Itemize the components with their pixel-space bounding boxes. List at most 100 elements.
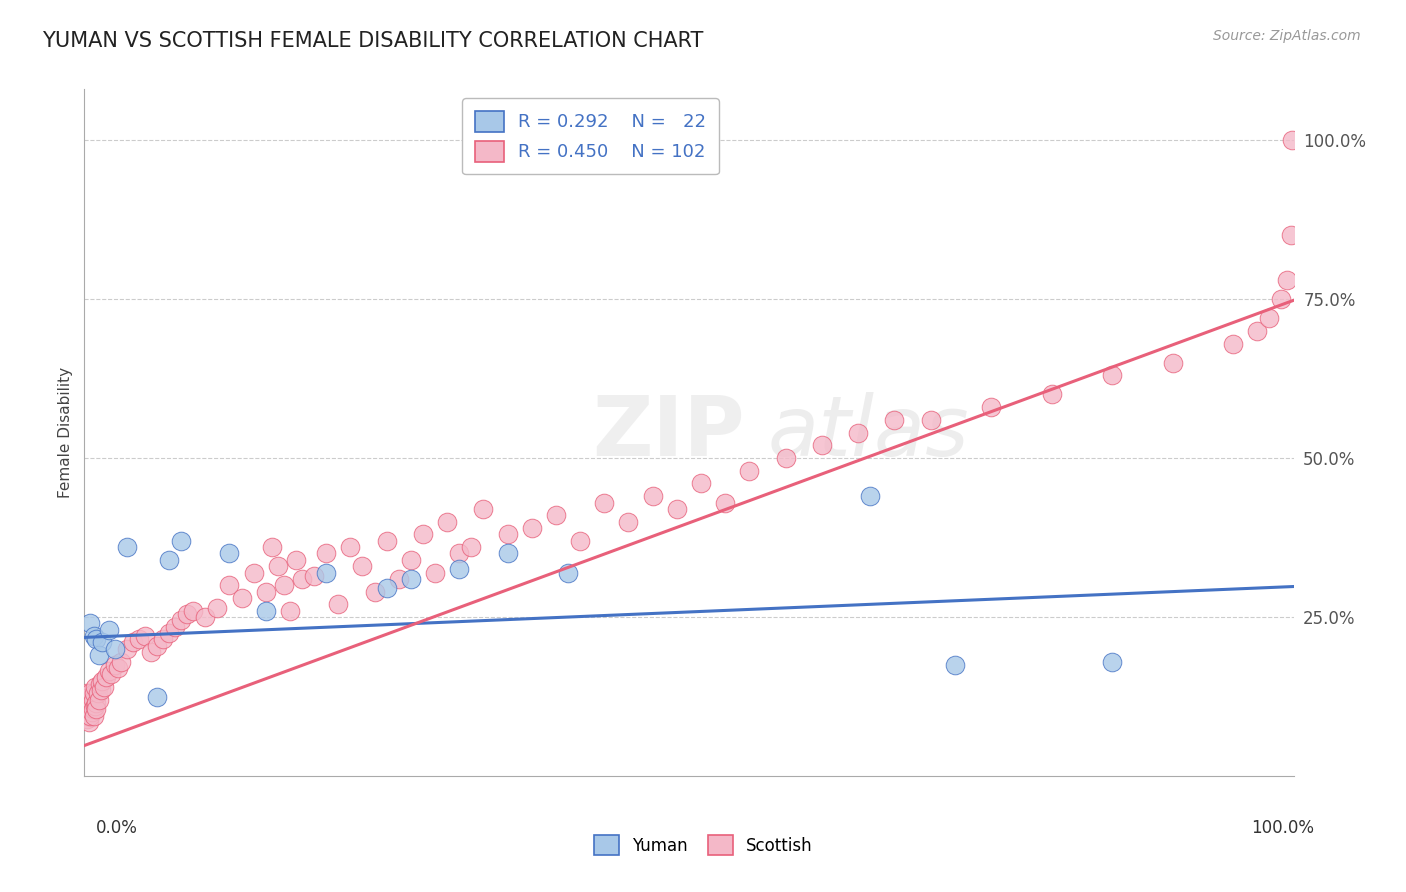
Point: [207, 600, 229, 615]
Point: [97, 664, 120, 678]
Point: [472, 502, 495, 516]
Point: [194, 610, 217, 624]
Point: [665, 502, 688, 516]
Point: [273, 578, 295, 592]
Point: [79, 686, 101, 700]
Point: [87, 648, 110, 663]
Point: [79, 708, 101, 723]
Point: [617, 515, 640, 529]
Point: [152, 632, 174, 647]
Point: [77, 696, 100, 710]
Point: [460, 540, 482, 554]
Point: [100, 667, 122, 681]
Point: [267, 559, 290, 574]
Point: [128, 632, 150, 647]
Point: [423, 566, 446, 580]
Point: [94, 670, 117, 684]
Point: [1246, 324, 1268, 338]
Point: [690, 476, 713, 491]
Point: [87, 692, 110, 706]
Point: [641, 489, 664, 503]
Point: [943, 657, 966, 672]
Point: [339, 540, 361, 554]
Point: [104, 657, 127, 672]
Point: [388, 572, 411, 586]
Point: [75, 692, 97, 706]
Text: Source: ZipAtlas.com: Source: ZipAtlas.com: [1213, 29, 1361, 43]
Point: [811, 438, 834, 452]
Legend: Yuman, Scottish: Yuman, Scottish: [586, 829, 820, 862]
Point: [520, 521, 543, 535]
Point: [86, 702, 108, 716]
Point: [86, 696, 108, 710]
Point: [738, 464, 761, 478]
Point: [165, 619, 187, 633]
Point: [97, 623, 120, 637]
Point: [77, 690, 100, 704]
Point: [170, 533, 193, 548]
Point: [714, 495, 737, 509]
Point: [170, 613, 193, 627]
Point: [84, 699, 107, 714]
Point: [1270, 292, 1292, 306]
Point: [557, 566, 579, 580]
Point: [328, 598, 350, 612]
Point: [291, 572, 314, 586]
Point: [89, 677, 111, 691]
Point: [77, 706, 100, 720]
Point: [412, 527, 434, 541]
Point: [260, 540, 283, 554]
Point: [80, 696, 103, 710]
Point: [399, 572, 422, 586]
Point: [86, 686, 108, 700]
Text: 100.0%: 100.0%: [1251, 819, 1315, 837]
Point: [980, 400, 1002, 414]
Point: [146, 690, 169, 704]
Point: [254, 604, 277, 618]
Point: [157, 626, 180, 640]
Point: [83, 629, 105, 643]
Point: [79, 616, 101, 631]
Point: [157, 553, 180, 567]
Point: [544, 508, 567, 523]
Point: [278, 604, 301, 618]
Point: [115, 641, 138, 656]
Point: [82, 692, 104, 706]
Point: [77, 714, 100, 729]
Point: [115, 540, 138, 554]
Point: [449, 562, 471, 576]
Point: [146, 639, 169, 653]
Point: [1101, 368, 1123, 383]
Point: [436, 515, 458, 529]
Point: [920, 413, 942, 427]
Y-axis label: Female Disability: Female Disability: [58, 367, 73, 499]
Point: [846, 425, 869, 440]
Point: [176, 607, 198, 621]
Point: [1101, 655, 1123, 669]
Point: [593, 495, 616, 509]
Point: [284, 553, 308, 567]
Point: [399, 553, 422, 567]
Point: [352, 559, 374, 574]
Point: [107, 661, 129, 675]
Point: [254, 584, 277, 599]
Text: ZIP: ZIP: [592, 392, 745, 473]
Point: [110, 655, 132, 669]
Point: [569, 533, 592, 548]
Point: [859, 489, 882, 503]
Point: [76, 699, 98, 714]
Point: [1222, 336, 1244, 351]
Point: [775, 451, 797, 466]
Point: [1281, 133, 1303, 147]
Point: [883, 413, 905, 427]
Point: [84, 680, 107, 694]
Point: [315, 566, 337, 580]
Point: [496, 546, 519, 560]
Point: [80, 706, 103, 720]
Text: YUMAN VS SCOTTISH FEMALE DISABILITY CORRELATION CHART: YUMAN VS SCOTTISH FEMALE DISABILITY CORR…: [42, 31, 703, 51]
Point: [375, 533, 398, 548]
Text: atlas: atlas: [768, 392, 969, 473]
Point: [86, 632, 108, 647]
Point: [104, 641, 127, 656]
Point: [90, 683, 112, 698]
